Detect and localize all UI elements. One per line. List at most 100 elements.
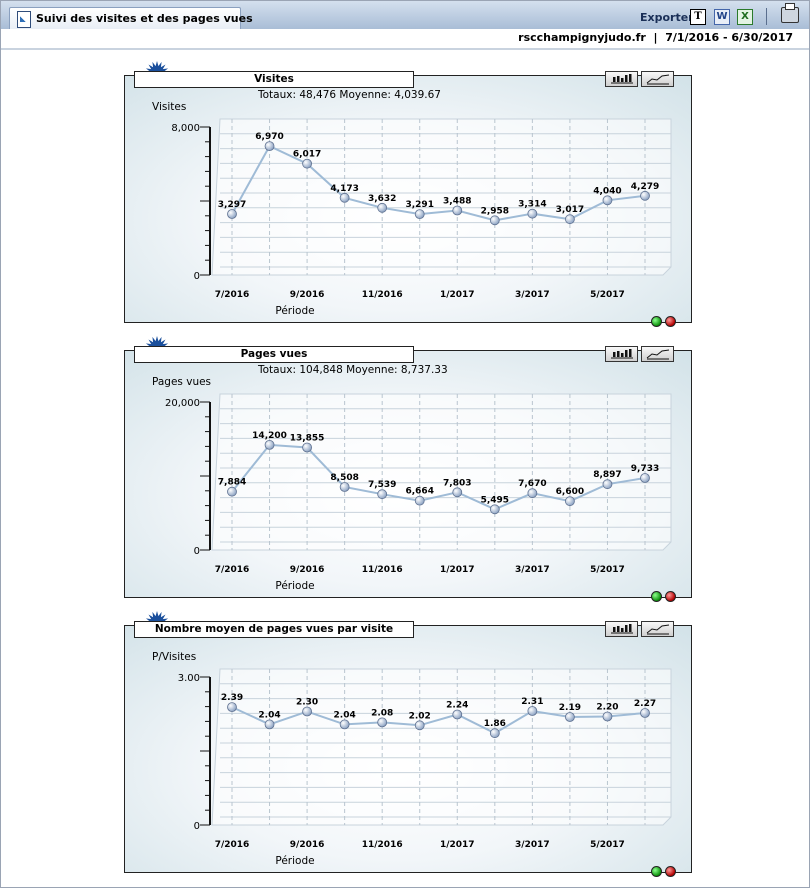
data-point[interactable] [339,482,350,492]
data-label: 2.04 [258,710,280,720]
x-tick-label: 7/2016 [215,840,250,850]
data-label: 7,884 [218,478,246,488]
report-tab[interactable]: Suivi des visites et des pages vues [9,7,253,30]
data-point[interactable] [527,706,538,716]
data-label: 13,855 [290,434,325,444]
data-point[interactable] [640,708,650,718]
data-label: 4,040 [593,186,621,196]
visites-status-red-dot[interactable] [665,316,676,327]
data-point[interactable] [452,709,463,720]
data-point[interactable] [489,728,500,739]
export-text-icon[interactable]: T [690,9,706,25]
x-tick-label: 7/2016 [215,565,250,575]
data-point[interactable] [339,192,350,203]
data-point[interactable] [302,158,312,169]
pages-vues-status-green-dot[interactable] [651,591,662,602]
data-label: 5,495 [481,495,509,505]
bar-icon-bar [613,352,616,357]
visites-x-axis-label: Période [275,305,314,317]
print-icon[interactable] [781,3,799,23]
data-label: 2.39 [221,693,243,703]
pages-vues-series-line [231,443,646,511]
bar-icon-bar [617,76,620,82]
data-label: 3,291 [405,200,433,210]
data-point[interactable] [264,440,275,450]
y-tick-label: 0 [194,821,200,832]
data-point[interactable] [565,214,575,225]
bar-icon-bar [629,349,632,357]
data-point[interactable] [489,504,500,515]
data-label: 2.20 [596,703,618,713]
data-point[interactable] [565,712,575,722]
export-excel-icon[interactable]: X [737,9,753,25]
x-tick-label: 5/2017 [590,290,625,300]
line-icon-path [646,624,670,634]
bar-icon-bar [621,353,624,357]
visites-y-axis-label: Visites [152,101,186,113]
data-point[interactable] [602,479,613,490]
pages-vues-totals: Totaux: 104,848 Moyenne: 8,737.33 [258,364,448,376]
x-tick-label: 3/2017 [515,565,550,575]
data-label: 2.19 [559,703,581,713]
x-tick-label: 1/2017 [440,290,475,300]
export-document-icon[interactable]: W [714,9,730,25]
data-label: 2.08 [371,708,393,718]
data-point[interactable] [489,215,500,226]
data-point[interactable] [602,195,613,206]
nombre-moyen-de-pages-vues-par-visite-line-chart: 3.00 0 P/Visites 7/2016 9/2016 11/2016 1/2017 3… [152,651,672,867]
data-point[interactable] [302,442,312,453]
starburst-shape [145,61,169,73]
nombre-moyen-de-pages-vues-par-visite-chart-title: Nombre moyen de pages vues par visite [134,621,414,638]
nombre-moyen-de-pages-vues-par-visite-line-view-button[interactable] [641,621,674,637]
line-chart-icon [646,624,670,635]
pages-vues-status-red-dot[interactable] [665,591,676,602]
nombre-moyen-de-pages-vues-par-visite-status-red-dot[interactable] [665,866,676,877]
visites-status-green-dot[interactable] [651,316,662,327]
data-point[interactable] [452,487,463,498]
visites-bar-view-button[interactable] [605,71,638,87]
nombre-moyen-de-pages-vues-par-visite-bar-view-button[interactable] [605,621,638,637]
data-point[interactable] [377,717,388,728]
toolbar-separator [766,8,767,25]
data-point[interactable] [640,190,650,201]
data-point[interactable] [264,719,275,730]
line-icon-path [646,349,670,359]
x-tick-label: 7/2016 [215,290,250,300]
data-point[interactable] [602,711,613,722]
visites-chart-title: Visites [134,71,414,88]
y-tick-label: 20,000 [165,398,200,409]
data-point[interactable] [414,209,425,220]
pages-vues-line-view-button[interactable] [641,346,674,362]
bar-icon-bar [617,626,620,632]
data-label: 3,297 [218,200,246,210]
data-point[interactable] [302,706,312,717]
pages-vues-line-chart: 20,000 0 Pages vues 7/2016 9/2016 11/2016 1/20… [152,376,672,592]
data-point[interactable] [227,209,237,219]
data-label: 3,314 [518,200,546,210]
data-point[interactable] [527,208,538,219]
visites-line-view-button[interactable] [641,71,674,87]
data-point[interactable] [640,473,650,483]
data-point[interactable] [339,719,350,730]
data-point[interactable] [377,489,388,500]
bar-icon-bar [629,624,632,632]
data-point[interactable] [414,495,425,506]
nombre-moyen-de-pages-vues-par-visite-status-green-dot[interactable] [651,866,662,877]
data-point[interactable] [527,488,538,499]
pages-vues-bar-view-button[interactable] [605,346,638,362]
x-tick-label: 3/2017 [515,840,550,850]
data-point[interactable] [227,486,237,497]
data-label: 7,539 [368,480,396,490]
data-point[interactable] [565,496,575,507]
nombre-moyen-de-pages-vues-par-visite-y-axis-label: P/Visites [152,651,196,663]
nombre-moyen-de-pages-vues-par-visite-chart-panel: Nombre moyen de pages vues par visite 3.0… [124,611,692,877]
starburst-icon [145,336,169,348]
data-point[interactable] [377,202,388,213]
data-point[interactable] [264,141,275,151]
data-label: 8,508 [330,473,358,483]
data-point[interactable] [227,702,237,712]
data-point[interactable] [452,205,463,216]
data-point[interactable] [414,720,425,731]
x-tick-label: 5/2017 [590,565,625,575]
data-label: 6,600 [556,487,584,497]
